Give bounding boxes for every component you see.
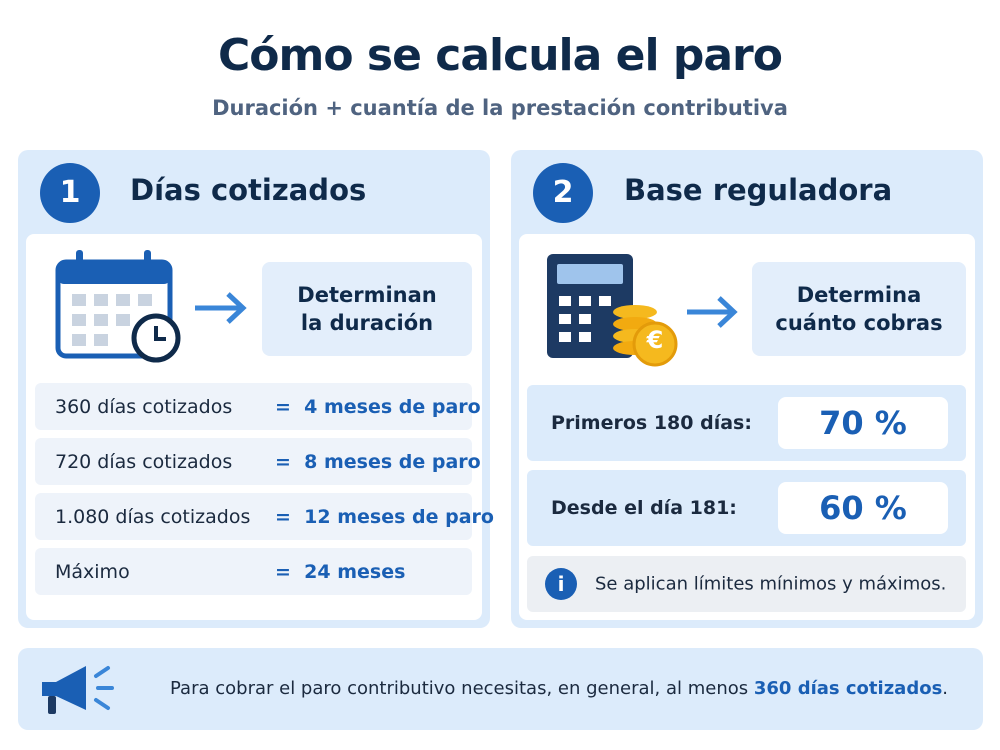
row-value: = 12 meses de paro [275, 505, 494, 528]
panel-title: Base reguladora [624, 173, 893, 207]
footer [18, 648, 983, 730]
step-number: 1 [40, 163, 100, 223]
footer-text: Para cobrar el paro contributivo necesit… [170, 678, 948, 699]
row-label: Máximo [55, 560, 130, 583]
note: i Se aplican límites mínimos y máximos. [527, 556, 966, 612]
result-line: Determinan [297, 283, 437, 307]
row-value: = 24 meses [275, 560, 406, 583]
row-label: Primeros 180 días: [551, 412, 752, 434]
duration-row: Máximo = 24 meses [35, 548, 472, 595]
result-line: cuánto cobras [775, 311, 943, 335]
result-line: la duración [300, 311, 434, 335]
calculator-icon [547, 254, 738, 367]
row-label: 720 días cotizados [55, 450, 233, 473]
panel-title: Días cotizados [130, 173, 367, 207]
note-text: Se aplican límites mínimos y máximos. [595, 573, 947, 595]
step-number: 2 [533, 163, 593, 223]
subtitle: Duración + cuantía de la prestación cont… [212, 96, 788, 120]
footer-highlight: 360 días cotizados [753, 678, 943, 699]
result-box: Determinan la duración [262, 262, 472, 356]
duration-row: 720 días cotizados = 8 meses de paro [35, 438, 481, 485]
duration-row: 360 días cotizados = 4 meses de paro [35, 383, 481, 430]
result-box: Determina cuánto cobras [752, 262, 966, 356]
rate-value: 60 % [778, 482, 948, 534]
coin-symbol: € [646, 326, 664, 354]
footer-end: . [942, 678, 949, 699]
row-label: Desde el día 181: [551, 497, 737, 519]
rate-value: 70 % [778, 397, 948, 449]
duration-row: 1.080 días cotizados = 12 meses de paro [35, 493, 494, 540]
result-line: Determina [796, 283, 922, 307]
row-label: 1.080 días cotizados [55, 505, 251, 528]
footer-text: Para cobrar el paro contributivo necesit… [170, 678, 754, 699]
title: Cómo se calcula el paro [218, 30, 783, 81]
row-value: = 4 meses de paro [275, 395, 481, 418]
row-label: 360 días cotizados [55, 395, 233, 418]
megaphone-icon [42, 666, 114, 714]
row-value: = 8 meses de paro [275, 450, 481, 473]
calendar-icon [55, 250, 247, 363]
info-icon: i [545, 568, 577, 600]
